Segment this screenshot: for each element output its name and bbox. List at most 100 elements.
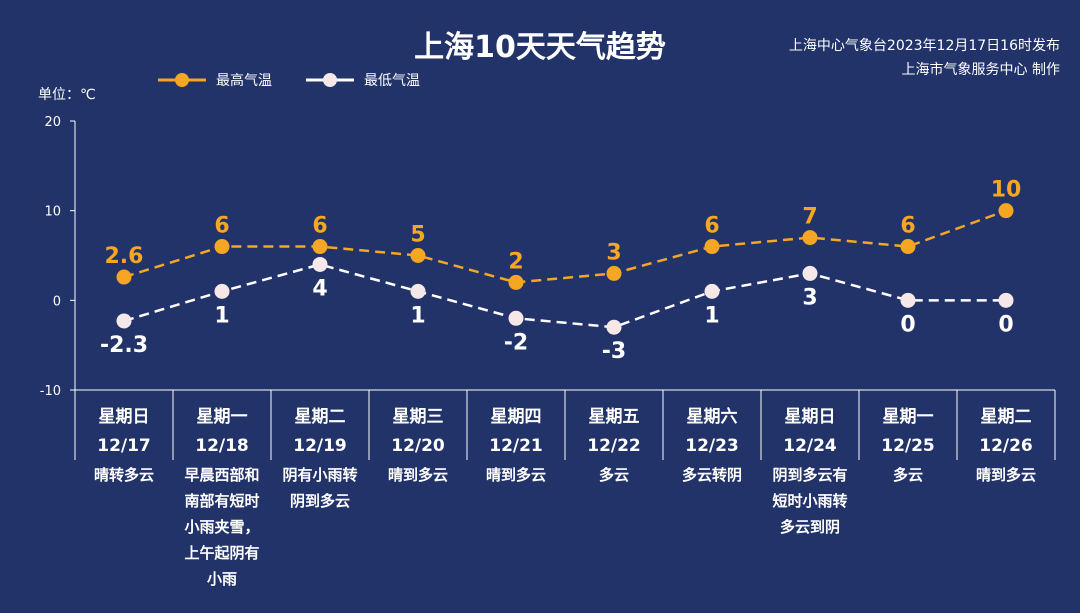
min-temperature-line — [123, 263, 1006, 329]
y-tick-label: 0 — [53, 294, 61, 309]
max-temperature-point — [704, 239, 720, 255]
weather-line: 多云 — [892, 466, 923, 484]
min-temperature-point — [508, 310, 524, 326]
x-date-label: 12/23 — [685, 436, 739, 456]
weather-line: 小雨夹雪， — [184, 518, 260, 536]
min-temperature-value: 3 — [802, 285, 817, 310]
weather-line: 上午起阴有 — [184, 544, 260, 562]
min-temperature-value: -3 — [602, 339, 626, 364]
max-temperature-value: 6 — [900, 214, 915, 239]
source-publisher: 上海中心气象台2023年12月17日16时发布 — [788, 38, 1060, 54]
weather-line: 阴到多云有 — [772, 466, 848, 484]
y-tick-label: 20 — [44, 115, 61, 130]
weather-line: 南部有短时 — [184, 492, 260, 510]
legend-item-min: 最低气温 — [306, 70, 420, 90]
x-weekday-label: 星期二 — [295, 407, 346, 427]
min-temperature-value: 0 — [900, 312, 915, 337]
min-temperature-value: 4 — [312, 276, 327, 301]
min-temperature-point — [116, 313, 132, 329]
weather-line: 阴到多云 — [289, 492, 350, 510]
weather-line: 阴有小雨转 — [282, 466, 358, 484]
weather-line: 晴到多云 — [387, 466, 448, 484]
min-temperature-value: 1 — [704, 303, 719, 328]
weather-line: 晴到多云 — [485, 466, 546, 484]
weather-description: 晴到多云 — [957, 462, 1055, 488]
x-weekday-label: 星期六 — [687, 406, 738, 427]
x-date-label: 12/25 — [881, 436, 935, 456]
min-temperature-point — [802, 265, 818, 281]
x-weekday-label: 星期四 — [491, 407, 542, 427]
max-temperature-point — [802, 230, 818, 246]
max-temperature-point — [214, 239, 230, 255]
x-date-label: 12/17 — [97, 436, 151, 456]
max-temperature-point — [312, 239, 328, 255]
legend-max-marker-icon — [158, 73, 206, 87]
weather-description: 阴有小雨转 阴到多云 — [271, 462, 369, 514]
weather-description: 多云 — [859, 462, 957, 488]
unit-label: 单位：℃ — [38, 87, 96, 103]
min-temperature-value: -2 — [504, 330, 528, 355]
min-temperature-point — [900, 292, 916, 308]
max-temperature-value: 5 — [410, 223, 425, 248]
chart-legend: 最高气温 最低气温 — [158, 70, 454, 90]
max-temperature-value: 2.6 — [105, 244, 144, 269]
max-temperature-value: 7 — [802, 205, 817, 230]
weather-line: 短时小雨转 — [772, 492, 848, 510]
weather-description: 晴转多云 — [75, 462, 173, 488]
max-temperature-point — [116, 269, 132, 285]
max-temperature-value: 3 — [606, 240, 621, 265]
x-date-label: 12/21 — [489, 436, 543, 456]
min-temperature-point — [312, 256, 328, 272]
legend-item-max: 最高气温 — [158, 70, 272, 90]
x-weekday-label: 星期五 — [589, 407, 640, 427]
y-tick-label: -10 — [40, 384, 61, 399]
weather-description: 多云 — [565, 462, 663, 488]
min-temperature-value: -2.3 — [100, 333, 148, 358]
weather-line: 晴转多云 — [93, 466, 154, 484]
min-temperature-value: 1 — [410, 303, 425, 328]
x-weekday-label: 星期日 — [99, 407, 150, 427]
max-temperature-value: 6 — [704, 214, 719, 239]
x-date-label: 12/18 — [195, 436, 249, 456]
min-temperature-value: 1 — [214, 303, 229, 328]
min-temperature-point — [998, 292, 1014, 308]
weather-description: 晴到多云 — [369, 462, 467, 488]
source-producer: 上海市气象服务中心 制作 — [901, 62, 1060, 78]
x-date-label: 12/19 — [293, 436, 347, 456]
weather-line: 多云到阴 — [779, 518, 840, 536]
max-temperature-point — [606, 265, 622, 281]
weather-description: 多云转阴 — [663, 462, 761, 488]
min-temperature-point — [606, 319, 622, 335]
legend-max-label: 最高气温 — [216, 73, 272, 89]
min-temperature-point — [410, 283, 426, 299]
max-temperature-value: 2 — [508, 249, 523, 274]
weather-description: 阴到多云有短时小雨转多云到阴 — [761, 462, 859, 540]
x-date-label: 12/26 — [979, 436, 1033, 456]
legend-min-label: 最低气温 — [364, 73, 420, 89]
max-temperature-point — [410, 248, 426, 263]
weather-line: 早晨西部和 — [184, 466, 260, 484]
max-temperature-value: 6 — [312, 214, 327, 239]
x-weekday-label: 星期三 — [393, 407, 444, 427]
chart-title: 上海10天天气趋势 — [414, 30, 666, 65]
max-temperature-line — [123, 209, 1007, 284]
min-temperature-value: 0 — [998, 312, 1013, 337]
x-weekday-label: 星期二 — [981, 407, 1032, 427]
max-temperature-point — [900, 239, 916, 255]
weather-description: 早晨西部和 南部有短时 小雨夹雪， 上午起阴有 小雨 — [173, 462, 271, 592]
x-weekday-label: 星期日 — [785, 407, 836, 427]
x-date-label: 12/20 — [391, 436, 445, 456]
source-info: 上海中心气象台2023年12月17日16时发布 上海市气象服务中心 制作 — [789, 34, 1060, 82]
min-temperature-point — [214, 283, 230, 299]
min-temperature-point — [704, 283, 720, 299]
x-weekday-label: 星期一 — [197, 407, 248, 427]
x-date-label: 12/24 — [783, 436, 837, 456]
max-temperature-value: 10 — [991, 178, 1022, 203]
weather-line: 晴到多云 — [975, 466, 1036, 484]
x-date-label: 12/22 — [587, 436, 641, 456]
max-temperature-point — [998, 203, 1014, 219]
weather-line: 多云 — [598, 466, 629, 484]
y-tick-label: 10 — [44, 205, 61, 220]
x-weekday-label: 星期一 — [883, 407, 934, 427]
